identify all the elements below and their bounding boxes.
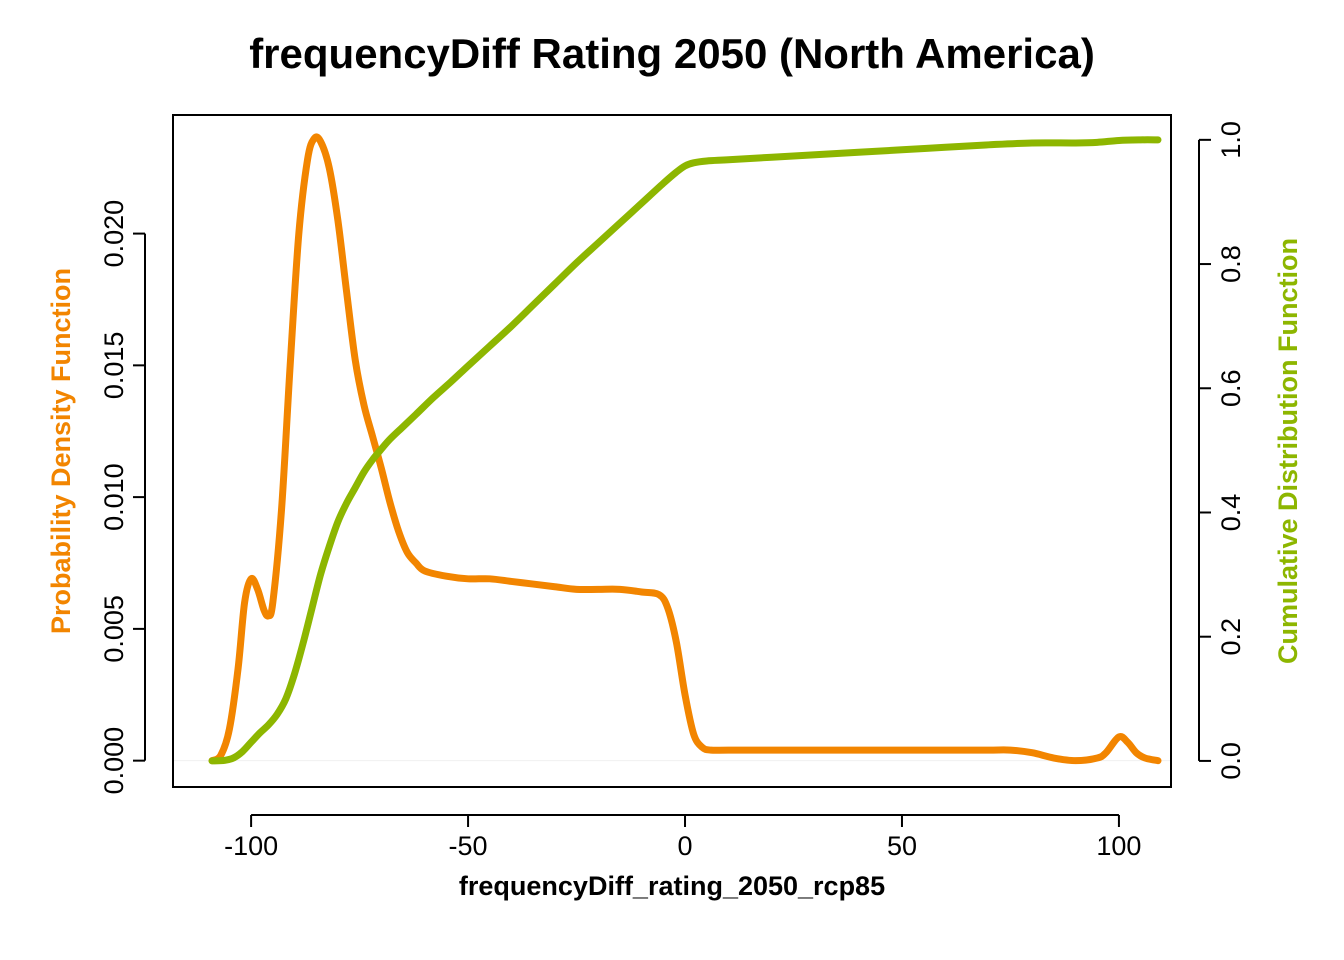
y-right-tick-label: 0.6 <box>1216 369 1246 407</box>
x-tick-label: 0 <box>678 831 693 861</box>
x-tick-label: 50 <box>887 831 917 861</box>
y-left-tick-label: 0.010 <box>99 463 129 531</box>
x-tick-label: -100 <box>224 831 278 861</box>
plot-frame <box>172 114 1172 788</box>
chart-title: frequencyDiff Rating 2050 (North America… <box>249 30 1095 77</box>
y-right-tick-label: 0.8 <box>1216 245 1246 283</box>
y-left-tick-label: 0.005 <box>99 595 129 663</box>
x-axis: -100 -50 0 50 100 <box>224 814 1141 861</box>
y-right-tick-label: 1.0 <box>1216 121 1246 159</box>
y-right-tick-label: 0.0 <box>1216 742 1246 780</box>
y-left-tick-label: 0.000 <box>99 727 129 795</box>
y-right-tick-label: 0.2 <box>1216 618 1246 656</box>
y-axis-label-right: Cumulative Distribution Function <box>1273 238 1303 664</box>
series-layer <box>208 133 1162 765</box>
x-tick-label: -50 <box>449 831 488 861</box>
x-tick-label: 100 <box>1096 831 1141 861</box>
y-axis-label-left: Probability Density Function <box>46 268 76 634</box>
cdf-series-line <box>208 136 1162 765</box>
y-left-tick-label: 0.015 <box>99 332 129 400</box>
y-right-tick-label: 0.4 <box>1216 494 1246 532</box>
pdf-series-line <box>208 133 1162 765</box>
y-axis-left: 0.000 0.005 0.010 0.015 0.020 <box>99 200 146 795</box>
y-axis-right: 0.0 0.2 0.4 0.6 0.8 1.0 <box>1198 121 1246 780</box>
y-left-tick-label: 0.020 <box>99 200 129 268</box>
x-axis-label: frequencyDiff_rating_2050_rcp85 <box>459 871 885 901</box>
